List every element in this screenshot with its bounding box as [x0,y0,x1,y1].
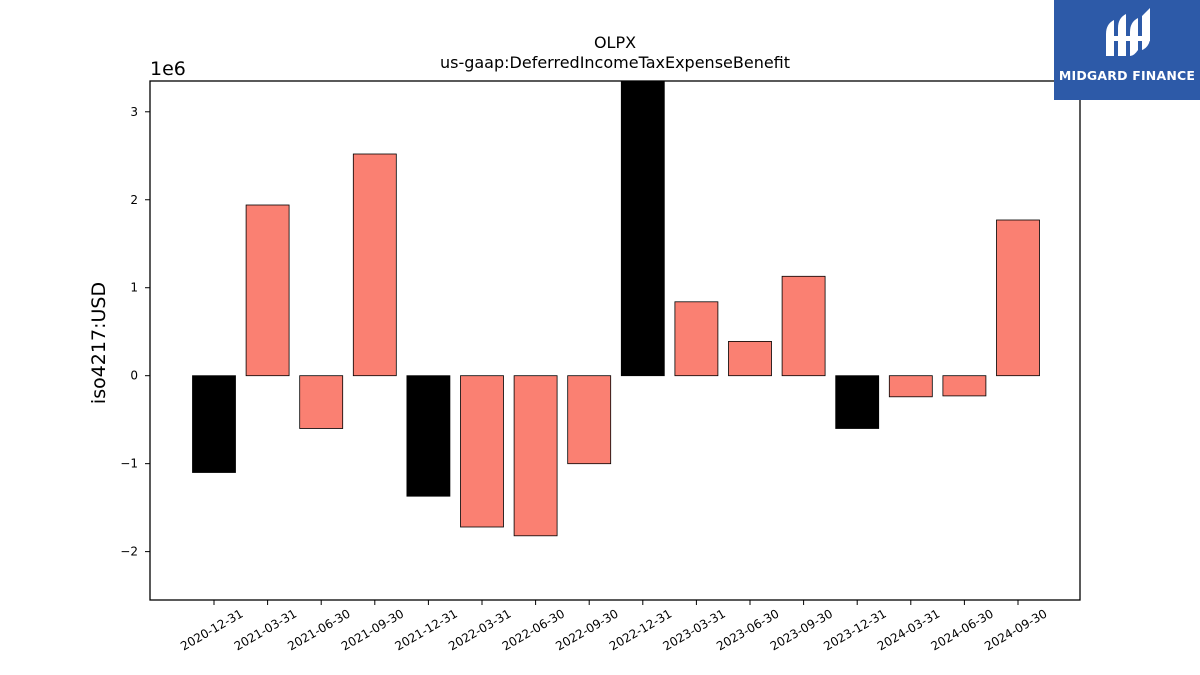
bar-2021-03-31 [245,204,290,377]
y-tick-label: 3 [130,105,138,119]
bar-2023-03-31 [674,301,719,377]
bar-2021-09-30 [352,153,397,377]
y-tick-label: −1 [120,457,138,471]
chart-title: OLPX [594,33,636,52]
y-axis-offset-label: 1e6 [150,58,186,80]
bar-2024-09-30 [996,219,1040,377]
brand-name: MIDGARD FINANCE [1058,68,1196,83]
chart-subtitle: us-gaap:DeferredIncomeTaxExpenseBenefit [440,53,790,72]
midgard-finance-logo-icon [1106,8,1150,56]
bar-2024-06-30 [942,375,987,397]
y-tick-label: 2 [130,193,138,207]
brand-logo: MIDGARD FINANCE [1054,0,1200,100]
bar-2022-03-31 [460,375,504,528]
bar-2020-12-31 [192,375,236,473]
bar-2023-06-30 [728,340,772,377]
bar-2023-12-31 [835,375,880,429]
bar-2022-09-30 [567,375,612,465]
y-axis-label: iso4217:USD [88,282,110,404]
bar-2024-03-31 [888,375,933,398]
bar-2021-12-31 [406,375,451,497]
y-tick-label: 1 [130,281,138,295]
y-tick-label: −2 [120,545,138,559]
y-tick-label: 0 [130,369,138,383]
plot-area-frame [149,80,1081,601]
bar-2022-12-31 [620,80,665,377]
bar-2021-06-30 [299,375,344,429]
bar-2023-09-30 [781,275,826,377]
bar-2022-06-30 [513,375,558,537]
